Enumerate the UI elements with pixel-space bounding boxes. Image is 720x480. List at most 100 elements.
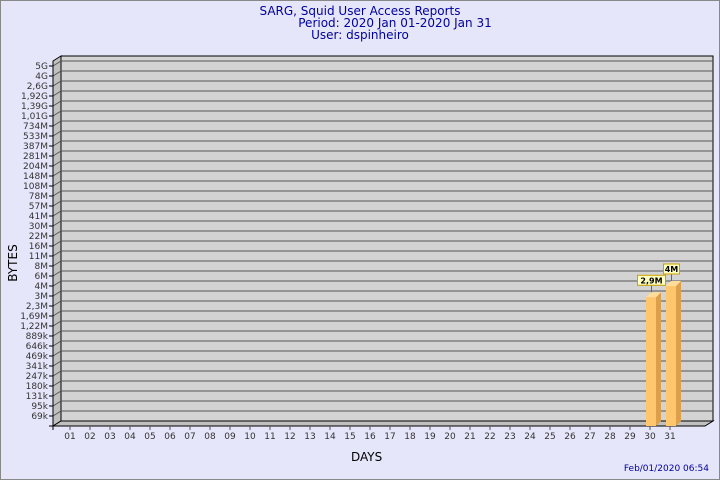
grid-line-side xyxy=(52,90,62,97)
y-tick-label: 78M xyxy=(29,192,48,202)
y-tick-label: 1,22M xyxy=(20,322,48,332)
grid-line-side xyxy=(52,160,62,167)
grid-line-side xyxy=(52,310,62,317)
grid-line-side xyxy=(52,300,62,307)
x-tick-label: 24 xyxy=(524,432,536,442)
grid-line-side xyxy=(52,400,62,407)
chart-user: User: dspinheiro xyxy=(311,28,409,42)
grid-line-side xyxy=(52,390,62,397)
bar-side xyxy=(676,281,681,426)
x-tick-label: 12 xyxy=(284,432,295,442)
grid-line-side xyxy=(52,110,62,117)
grid-line-side xyxy=(52,200,62,207)
grid-line-side xyxy=(52,170,62,177)
y-tick-label: 204M xyxy=(23,162,48,172)
x-tick-label: 27 xyxy=(584,432,595,442)
grid-line-side xyxy=(52,80,62,87)
grid-line-side xyxy=(52,410,62,417)
x-tick-label: 22 xyxy=(484,432,495,442)
y-tick-label: 16M xyxy=(29,242,48,252)
y-tick-label: 387M xyxy=(23,142,48,152)
x-tick-label: 09 xyxy=(224,432,236,442)
grid-line-side xyxy=(52,270,62,277)
grid-line-side xyxy=(52,250,62,257)
bar xyxy=(646,297,656,426)
y-tick-label: 734M xyxy=(23,122,48,132)
grid-line-side xyxy=(52,140,62,147)
x-tick-label: 15 xyxy=(344,432,355,442)
y-tick-label: 2,6G xyxy=(27,82,48,92)
grid-line-side xyxy=(52,130,62,137)
grid-line-side xyxy=(52,230,62,237)
data-label: 2,9M xyxy=(640,276,662,285)
y-tick-label: 95k xyxy=(31,402,48,412)
grid-line-side xyxy=(52,370,62,377)
y-tick-label: 8M xyxy=(35,262,49,272)
bar-top xyxy=(666,281,681,286)
x-tick-label: 28 xyxy=(604,432,616,442)
x-tick-label: 04 xyxy=(124,432,136,442)
grid-line-side xyxy=(52,60,62,67)
grid-line-side xyxy=(52,220,62,227)
y-tick-label: 22M xyxy=(29,232,48,242)
x-tick-label: 17 xyxy=(384,432,395,442)
x-tick-label: 02 xyxy=(84,432,95,442)
y-axis-label: BYTES xyxy=(6,244,20,281)
y-tick-label: 11M xyxy=(29,252,48,262)
y-tick-label: 2,3M xyxy=(26,302,48,312)
y-tick-label: 69k xyxy=(31,412,48,422)
grid-line-side xyxy=(52,330,62,337)
x-tick-label: 16 xyxy=(364,432,376,442)
y-tick-label: 131k xyxy=(26,392,49,402)
x-tick-label: 11 xyxy=(264,432,275,442)
x-tick-label: 14 xyxy=(324,432,336,442)
data-label-box xyxy=(637,274,666,286)
y-tick-label: 6M xyxy=(35,272,49,282)
y-tick-label: 247k xyxy=(26,372,49,382)
y-tick-label: 469k xyxy=(26,352,49,362)
x-tick-label: 26 xyxy=(564,432,576,442)
x-tick-label: 03 xyxy=(104,432,115,442)
y-tick-label: 1,01G xyxy=(21,112,48,122)
y-tick-label: 5G xyxy=(35,62,48,72)
grid-line-side xyxy=(52,280,62,287)
grid-line-side xyxy=(52,100,62,107)
y-tick-label: 180k xyxy=(26,382,49,392)
x-tick-label: 06 xyxy=(164,432,176,442)
x-axis-label: DAYS xyxy=(351,450,382,464)
y-tick-label: 1,69M xyxy=(20,312,48,322)
x-tick-label: 05 xyxy=(144,432,155,442)
y-tick-label: 4M xyxy=(35,282,49,292)
chart-period: Period: 2020 Jan 01-2020 Jan 31 xyxy=(298,16,492,30)
grid-line-side xyxy=(52,120,62,127)
x-tick-label: 18 xyxy=(404,432,416,442)
bar xyxy=(666,286,676,426)
grid-line-side xyxy=(52,240,62,247)
grid-line-side xyxy=(52,360,62,367)
y-tick-label: 41M xyxy=(29,212,48,222)
grid-line-side xyxy=(52,180,62,187)
grid-line-side xyxy=(52,150,62,157)
x-tick-label: 25 xyxy=(544,432,555,442)
x-tick-label: 01 xyxy=(64,432,75,442)
grid-line-side xyxy=(52,190,62,197)
grid-line-side xyxy=(52,70,62,77)
bar-top xyxy=(646,292,661,298)
x-tick-label: 30 xyxy=(644,432,656,442)
x-tick-label: 08 xyxy=(204,432,216,442)
grid-line-side xyxy=(52,260,62,267)
grid-line-side xyxy=(52,320,62,327)
grid-line-side xyxy=(52,380,62,387)
y-tick-label: 57M xyxy=(29,202,48,212)
x-tick-label: 19 xyxy=(424,432,436,442)
x-tick-label: 23 xyxy=(504,432,515,442)
chart-title: SARG, Squid User Access Reports xyxy=(259,4,461,18)
y-tick-label: 3M xyxy=(35,292,49,302)
timestamp: Feb/01/2020 06:54 xyxy=(624,464,709,474)
y-tick-label: 533M xyxy=(23,132,48,142)
y-tick-label: 341k xyxy=(26,362,49,372)
grid-line-side xyxy=(52,350,62,357)
x-tick-label: 31 xyxy=(664,432,675,442)
